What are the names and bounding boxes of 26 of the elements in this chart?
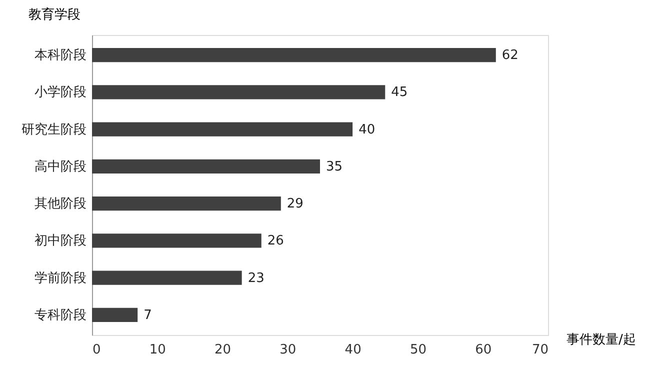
x-tick-label: 60 bbox=[475, 342, 492, 358]
y-tick-label: 学前阶段 bbox=[34, 270, 86, 286]
data-label: 35 bbox=[326, 159, 343, 174]
data-label: 45 bbox=[391, 85, 408, 100]
x-tick-label: 0 bbox=[92, 342, 101, 358]
data-label: 40 bbox=[358, 122, 376, 138]
y-tick-label: 小学阶段 bbox=[34, 85, 86, 100]
data-label: 29 bbox=[286, 196, 304, 212]
x-tick-label: 50 bbox=[410, 342, 426, 358]
x-tick-label: 70 bbox=[532, 342, 548, 358]
y-tick-label: 专科阶段 bbox=[34, 308, 86, 323]
x-tick-label: 10 bbox=[149, 342, 166, 358]
y-axis-title: 教育学段 bbox=[28, 6, 80, 22]
data-label: 7 bbox=[144, 308, 152, 323]
y-tick-label: 高中阶段 bbox=[34, 158, 86, 174]
y-tick-label: 研究生阶段 bbox=[22, 122, 86, 138]
data-label: 23 bbox=[248, 270, 264, 286]
y-tick-label: 初中阶段 bbox=[34, 234, 86, 249]
x-tick-label: 20 bbox=[214, 342, 232, 358]
data-label: 62 bbox=[502, 48, 518, 64]
y-tick-label: 本科阶段 bbox=[34, 48, 86, 64]
x-tick-label: 30 bbox=[280, 342, 296, 358]
x-axis-title: 事件数量/起 bbox=[566, 332, 636, 348]
x-tick-label: 40 bbox=[344, 342, 362, 358]
y-tick-label: 其他阶段 bbox=[34, 196, 86, 212]
data-label: 26 bbox=[267, 234, 284, 249]
